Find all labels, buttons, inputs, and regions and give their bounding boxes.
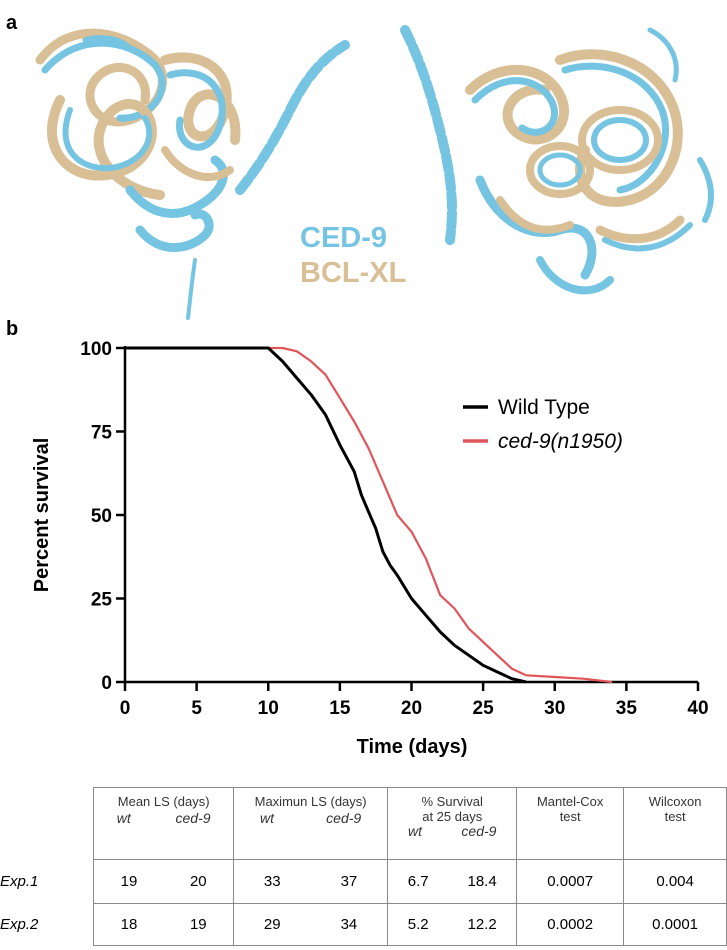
x-tick-label: 0 <box>120 698 131 719</box>
cell-surv-ced9: 12.2 <box>467 916 497 933</box>
header-max-ced9: ced-9 <box>326 810 362 826</box>
y-tick-label: 75 <box>91 423 113 444</box>
lifespan-table: Mean LS (days) wt ced-9 Maximun LS (days)… <box>0 787 727 946</box>
y-tick-label: 50 <box>91 506 112 527</box>
cell-wilcoxon: 0.004 <box>623 859 727 904</box>
header-wilcoxon: Wilcoxon test <box>623 787 727 860</box>
table-corner <box>55 788 94 860</box>
header-mean-ls: Mean LS (days) wt ced-9 <box>93 787 234 860</box>
cell-max-wt: 29 <box>263 916 281 933</box>
right-structure-overlay <box>400 25 714 295</box>
header-mantel-cox: Mantel-Cox test <box>516 787 625 860</box>
header-mantel-line2: test <box>559 809 581 824</box>
x-tick-label: 10 <box>258 698 279 719</box>
cell-mean-ced9: 19 <box>189 916 207 933</box>
header-max-wt: wt <box>260 810 275 826</box>
panel-a-label: a <box>6 12 18 34</box>
x-tick-label: 35 <box>616 698 638 719</box>
cell-surv-wt: 6.7 <box>407 873 429 890</box>
x-tick-label: 20 <box>401 698 422 719</box>
header-wilcoxon-line1: Wilcoxon <box>648 794 702 809</box>
chart-axes: 0 25 50 75 100 0 5 10 15 20 25 30 35 40 <box>80 339 708 719</box>
header-surv-ced9: ced-9 <box>461 823 497 839</box>
header-survival-line1: % Survival <box>421 794 483 809</box>
cell-mantel: 0.0002 <box>516 903 625 946</box>
x-axis-label: Time (days) <box>357 736 468 758</box>
header-mean-ced9: ced-9 <box>175 810 211 826</box>
series-line-wild-type <box>125 346 527 684</box>
header-surv-wt: wt <box>408 823 422 839</box>
protein-structure-image <box>35 25 714 320</box>
header-wilcoxon-line2: test <box>664 809 686 824</box>
legend-label: Wild Type <box>498 396 590 419</box>
y-tick-label: 0 <box>101 673 112 694</box>
cell-mean-ced9: 20 <box>189 873 207 890</box>
header-mean-ls-title: Mean LS (days) <box>117 794 210 809</box>
legend-label: ced-9(n1950) <box>498 430 623 453</box>
chart-series <box>125 346 613 684</box>
cell-surv-wt: 5.2 <box>407 916 429 933</box>
y-axis-label: Percent survival <box>31 438 53 593</box>
header-survival: % Survival at 25 days wt ced-9 <box>387 787 518 860</box>
header-mean-wt: wt <box>116 810 131 826</box>
cell-mean-wt: 18 <box>120 916 138 933</box>
series-line-ced-9-n1950- <box>125 346 613 684</box>
x-tick-label: 15 <box>329 698 351 719</box>
cell-max-ced9: 37 <box>340 873 358 890</box>
x-tick-label: 5 <box>191 698 202 719</box>
cell-max-ced9: 34 <box>340 916 358 933</box>
table-row: Exp.2 18 19 29 34 5.2 12.2 0.0002 0.0001 <box>0 903 727 946</box>
cell-mean-wt: 19 <box>120 873 138 890</box>
header-max-ls: Maximun LS (days) wt ced-9 <box>232 787 389 860</box>
row-label-exp2: Exp.2 <box>0 916 39 933</box>
header-max-ls-title: Maximun LS (days) <box>254 794 367 809</box>
y-tick-label: 25 <box>91 590 113 611</box>
y-tick-label: 100 <box>80 339 112 360</box>
left-structure-overlay <box>35 28 350 320</box>
survival-chart: 0 25 50 75 100 0 5 10 15 20 25 30 35 40 Wild Type ced-… <box>31 339 709 758</box>
x-tick-label: 30 <box>544 698 565 719</box>
panel-b-label: b <box>6 318 19 340</box>
cell-wilcoxon: 0.0001 <box>623 903 727 946</box>
header-survival-line2: at 25 days <box>422 809 483 824</box>
chart-legend: Wild Type ced-9(n1950) <box>463 396 623 453</box>
cell-max-wt: 33 <box>263 873 281 890</box>
x-tick-label: 25 <box>473 698 495 719</box>
row-label-exp1: Exp.1 <box>0 873 39 890</box>
legend-bclxl: BCL-XL <box>300 257 407 289</box>
table-row: Exp.1 19 20 33 37 6.7 18.4 0.0007 0.004 <box>0 859 727 904</box>
cell-mantel: 0.0007 <box>516 859 625 904</box>
legend-ced9: CED-9 <box>300 222 388 254</box>
header-mantel-line1: Mantel-Cox <box>536 794 604 809</box>
x-tick-label: 40 <box>687 698 708 719</box>
cell-surv-ced9: 18.4 <box>467 873 497 890</box>
